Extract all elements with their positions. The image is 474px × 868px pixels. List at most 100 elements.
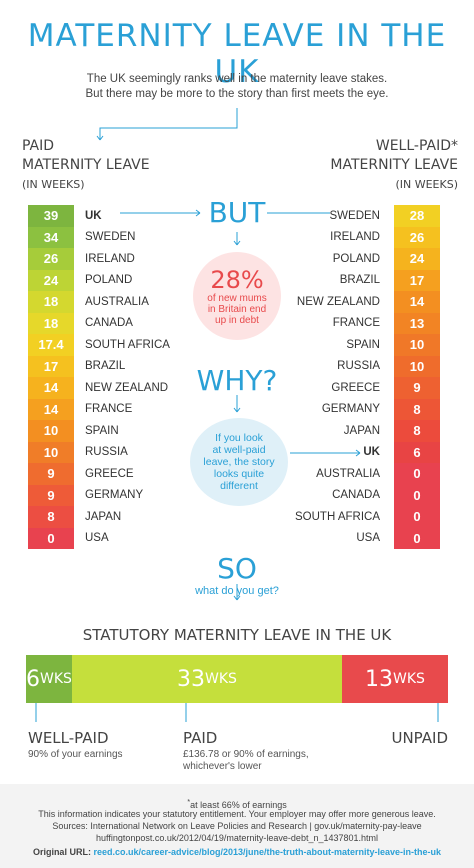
left-row: 9 GREECE <box>28 463 170 485</box>
right-value-bar: 9 <box>394 377 440 399</box>
right-row: POLAND 24 <box>270 248 440 270</box>
right-country-label: POLAND <box>332 252 380 265</box>
right-value-bar: 13 <box>394 312 440 334</box>
right-country-label: CANADA <box>332 489 380 502</box>
left-value-bar: 24 <box>28 269 74 291</box>
debt-stat-circle: 28% of new mums in Britain end up in deb… <box>193 252 281 340</box>
left-country-label: BRAZIL <box>85 360 126 373</box>
right-country-label: UK <box>363 446 380 459</box>
right-country-label: SOUTH AFRICA <box>295 510 380 523</box>
intro-line: The UK seemingly ranks well in the mater… <box>86 73 388 85</box>
left-value-bar: 39 <box>28 205 74 227</box>
right-row: SOUTH AFRICA 0 <box>270 506 440 528</box>
left-value-bar: 34 <box>28 226 74 248</box>
intro-line: But there may be more to the story than … <box>85 88 389 100</box>
right-value-bar: 8 <box>394 420 440 442</box>
left-country-label: POLAND <box>85 274 133 287</box>
left-country-label: NEW ZEALAND <box>85 381 169 394</box>
debt-stat-text: of new mums in Britain end up in debt <box>207 292 267 326</box>
left-row: 18 CANADA <box>28 312 170 334</box>
left-row: 9 GERMANY <box>28 484 170 506</box>
left-country-label: SOUTH AFRICA <box>85 338 170 351</box>
right-country-label: AUSTRALIA <box>316 467 380 480</box>
right-value-bar: 0 <box>394 484 440 506</box>
statutory-heading: STATUTORY MATERNITY LEAVE IN THE UK <box>82 626 392 644</box>
right-country-label: SPAIN <box>346 338 380 351</box>
left-row: 18 AUSTRALIA <box>28 291 170 313</box>
left-row: 34 SWEDEN <box>28 226 170 248</box>
left-value-bar: 9 <box>28 484 74 506</box>
right-header: WELL-PAID* MATERNITY LEAVE (IN WEEKS) <box>330 138 458 191</box>
left-row: 39 UK <box>28 205 170 227</box>
right-value-bar: 17 <box>394 269 440 291</box>
footer-original-url: Original URL: reed.co.uk/career-advice/b… <box>32 847 442 857</box>
right-country-label: NEW ZEALAND <box>296 295 380 308</box>
right-country-label: JAPAN <box>343 424 380 437</box>
paid-segment: 33 WKS <box>72 655 342 703</box>
well-paid-segment: 6 WKS <box>26 655 72 703</box>
right-country-label: IRELAND <box>330 231 380 244</box>
left-row: 10 RUSSIA <box>28 441 170 463</box>
left-country-label: GERMANY <box>85 489 144 502</box>
left-country-label: SWEDEN <box>85 231 136 244</box>
right-row: BRAZIL 17 <box>270 269 440 291</box>
left-value-bar: 10 <box>28 420 74 442</box>
right-row: FRANCE 13 <box>270 312 440 334</box>
right-row: SWEDEN 28 <box>270 205 440 227</box>
left-row: 17 BRAZIL <box>28 355 170 377</box>
right-row: CANADA 0 <box>270 484 440 506</box>
right-row: USA 0 <box>270 527 440 549</box>
right-value-bar: 0 <box>394 527 440 549</box>
left-header: PAID MATERNITY LEAVE (IN WEEKS) <box>22 138 150 191</box>
footer-panel <box>0 784 474 868</box>
left-value-bar: 8 <box>28 506 74 528</box>
left-row: 0 USA <box>28 527 170 549</box>
right-row: NEW ZEALAND 14 <box>270 291 440 313</box>
left-country-label: UK <box>85 209 102 222</box>
page-title: MATERNITY LEAVE IN THE UK <box>27 18 447 90</box>
well-paid-label: WELL-PAID 90% of your earnings <box>28 729 123 760</box>
debt-stat-value: 28% <box>210 265 264 294</box>
left-country-label: FRANCE <box>85 403 133 416</box>
left-value-bar: 0 <box>28 527 74 549</box>
right-value-bar: 10 <box>394 355 440 377</box>
left-row: 14 NEW ZEALAND <box>28 377 170 399</box>
left-value-bar: 18 <box>28 312 74 334</box>
right-country-label: GERMANY <box>321 403 380 416</box>
left-value-bar: 14 <box>28 398 74 420</box>
left-row: 10 SPAIN <box>28 420 170 442</box>
left-value-bar: 17 <box>28 355 74 377</box>
footer-sources: Sources: International Network on Leave … <box>52 821 422 831</box>
right-value-bar: 0 <box>394 463 440 485</box>
left-row: 8 JAPAN <box>28 506 170 528</box>
paid-label: PAID £136.78 or 90% of earnings, whichev… <box>183 729 309 772</box>
wellpaid-note-circle: If you look at well-paid leave, the stor… <box>190 418 288 506</box>
left-country-label: SPAIN <box>85 424 119 437</box>
right-value-bar: 28 <box>394 205 440 227</box>
right-row: RUSSIA 10 <box>270 355 440 377</box>
left-country-label: GREECE <box>85 467 134 480</box>
original-url-link[interactable]: reed.co.uk/career-advice/blog/2013/june/… <box>93 847 442 857</box>
right-row: AUSTRALIA 0 <box>270 463 440 485</box>
left-country-label: AUSTRALIA <box>85 295 149 308</box>
left-row: 14 FRANCE <box>28 398 170 420</box>
right-value-bar: 26 <box>394 226 440 248</box>
right-row: SPAIN 10 <box>270 334 440 356</box>
right-row: UK 6 <box>270 441 440 463</box>
right-row: IRELAND 26 <box>270 226 440 248</box>
left-row: 26 IRELAND <box>28 248 170 270</box>
left-country-label: IRELAND <box>85 252 135 265</box>
footer-sources-2: huffingtonpost.co.uk/2012/04/19/maternit… <box>95 833 379 843</box>
left-value-bar: 18 <box>28 291 74 313</box>
right-value-bar: 0 <box>394 506 440 528</box>
right-value-bar: 8 <box>394 398 440 420</box>
right-country-label: GREECE <box>331 381 380 394</box>
right-country-label: SWEDEN <box>329 209 380 222</box>
left-paid-list: 39 UK 34 SWEDEN 26 IRELAND 24 POLAND 18 AUSTRALIA… <box>28 205 170 549</box>
right-value-bar: 24 <box>394 248 440 270</box>
so-subheading: what do you get? <box>195 585 279 597</box>
but-heading: BUT <box>208 196 266 229</box>
so-heading: SO <box>217 552 257 585</box>
right-value-bar: 6 <box>394 441 440 463</box>
